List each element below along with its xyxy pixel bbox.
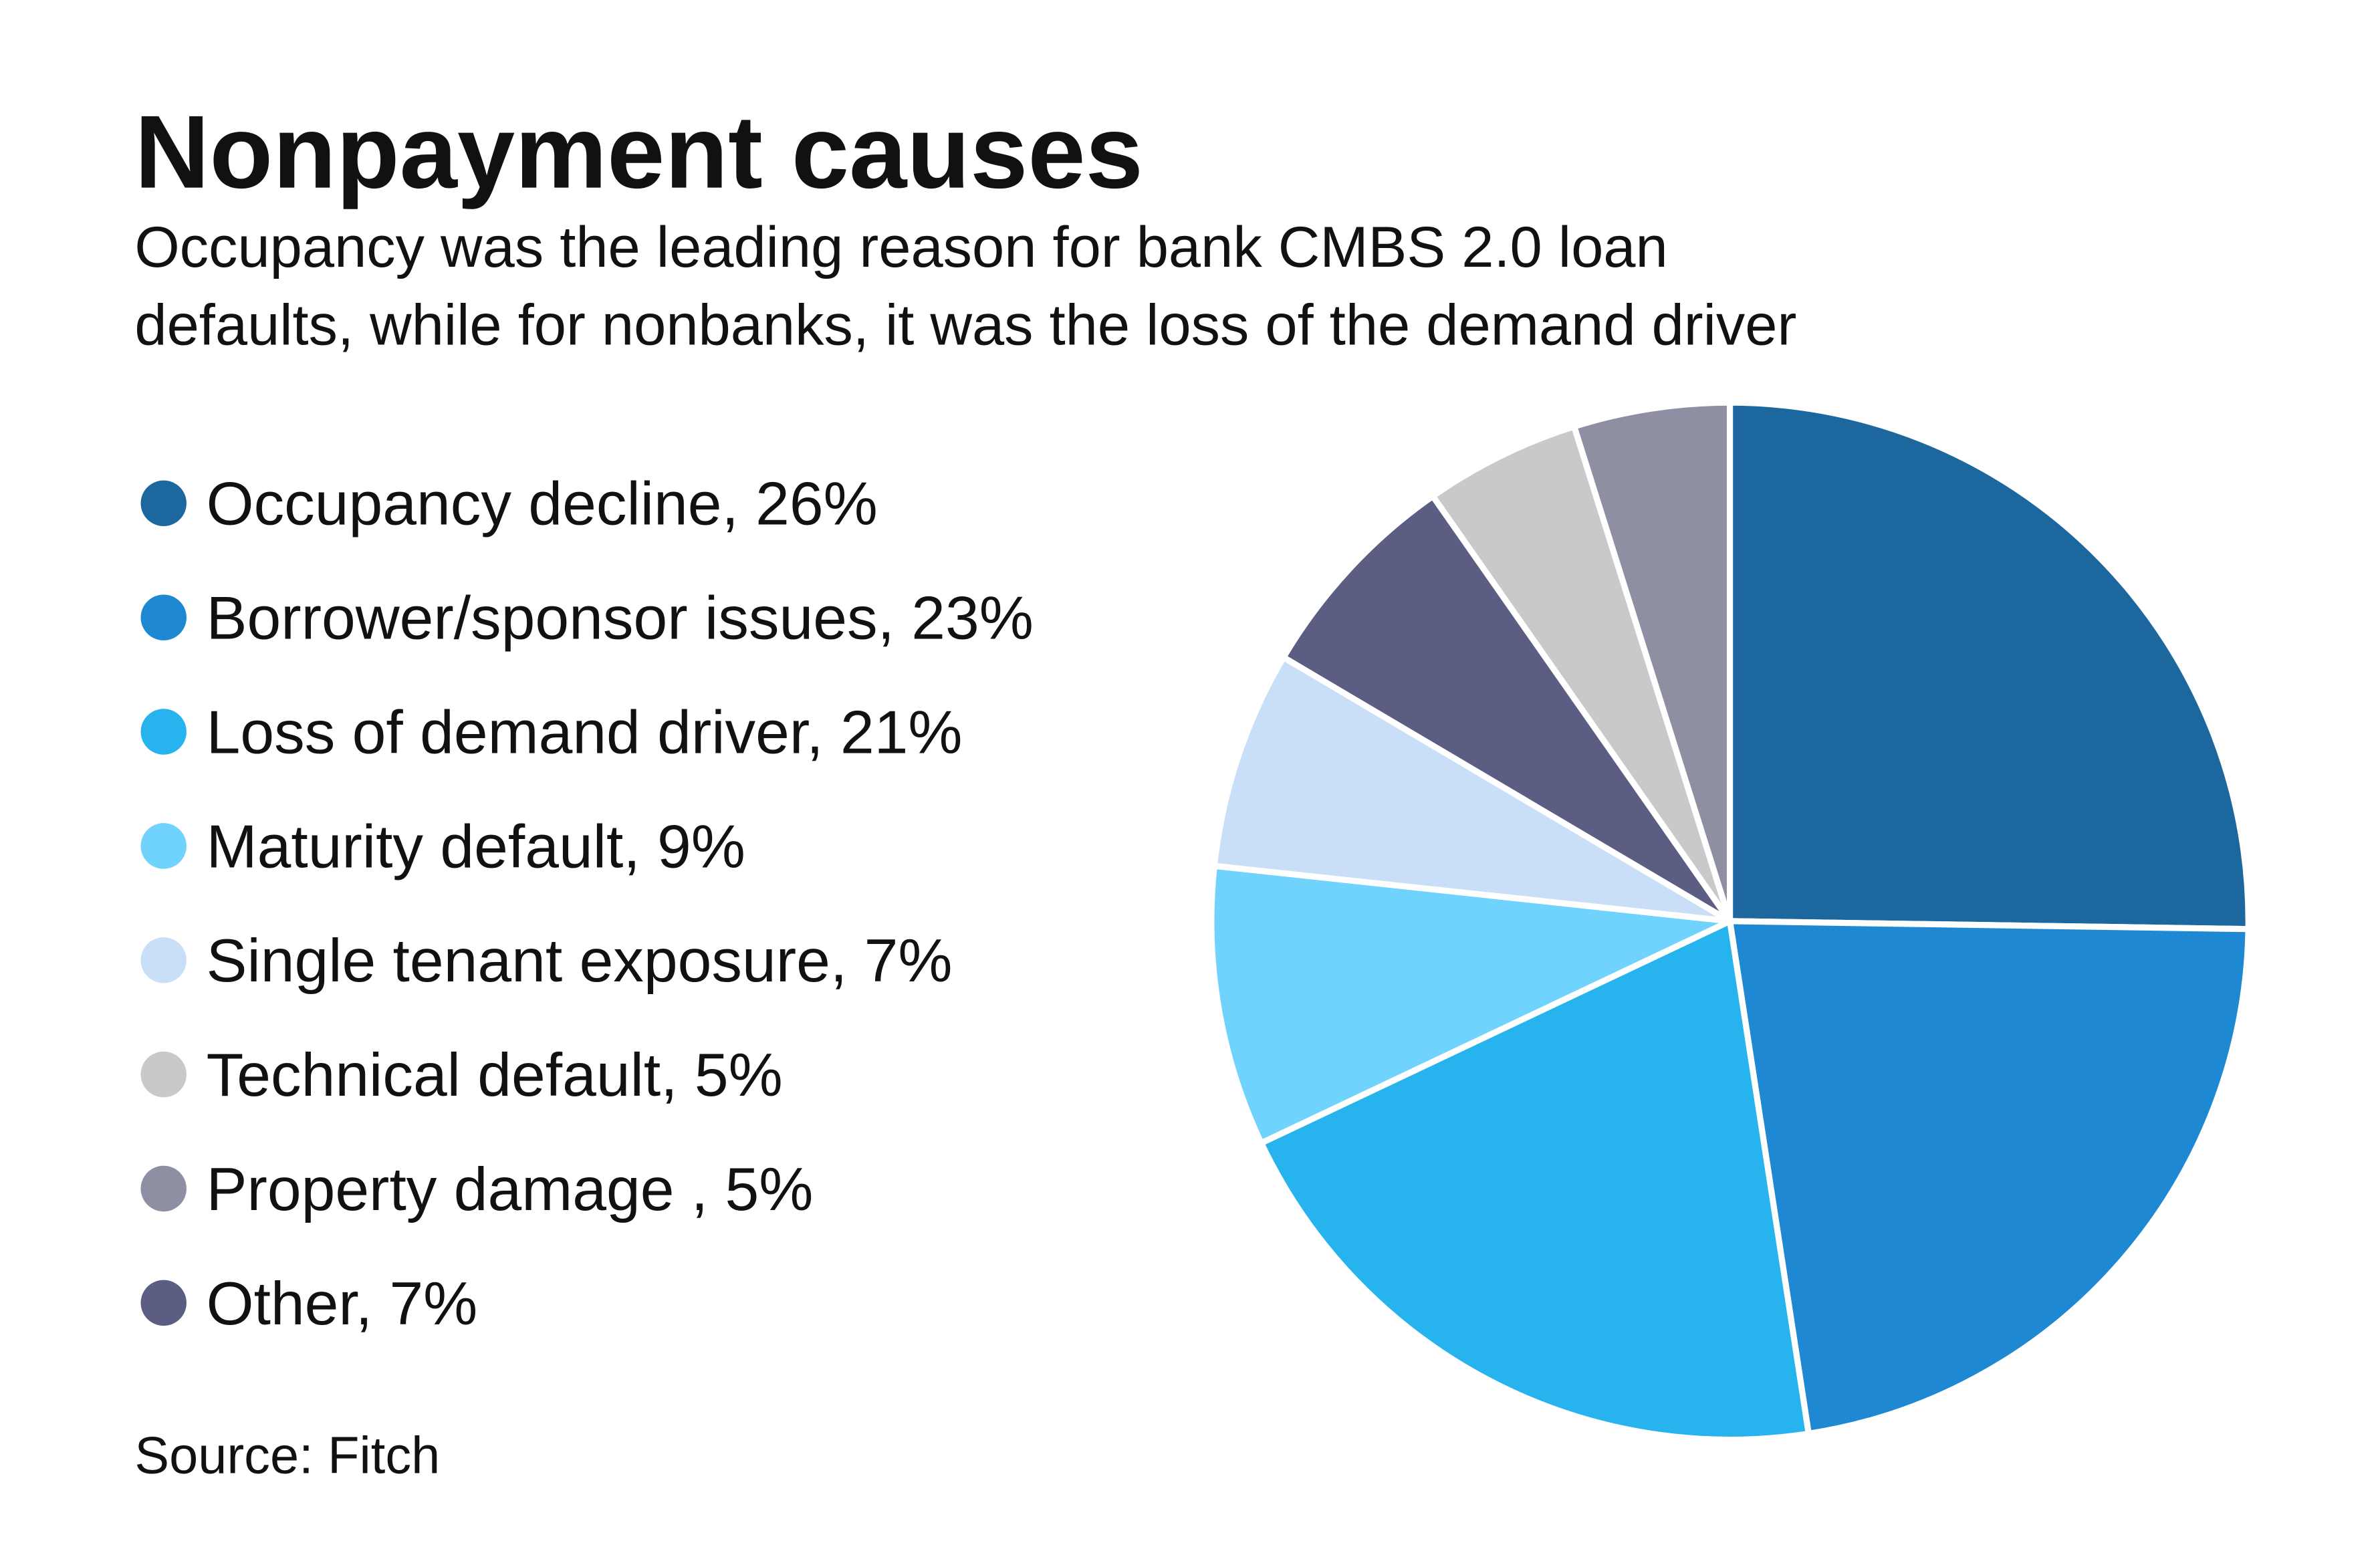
pie-slice: [1208, 862, 1734, 1147]
legend-label: Other, 7%: [207, 1270, 478, 1338]
pie-slice: [1571, 399, 1734, 925]
legend-swatch: [140, 709, 187, 755]
pie-slice: [1280, 493, 1734, 925]
legend-swatch: [140, 823, 187, 869]
legend-swatch: [140, 594, 187, 640]
legend-label: Single tenant exposure, 7%: [207, 927, 953, 995]
pie-slice: [1726, 918, 2252, 1437]
chart-subtitle: Occupancy was the leading reason for ban…: [134, 215, 1667, 279]
pie-slice: [1211, 654, 1734, 925]
legend-swatch: [140, 480, 187, 527]
chart-title: Nonpayment causes: [134, 94, 1143, 210]
legend-swatch: [140, 1280, 187, 1326]
pie-slice: [1726, 399, 2252, 933]
legend: Occupancy decline, 26% Borrower/sponsor i…: [140, 470, 1034, 1338]
legend-label: Technical default, 5%: [207, 1041, 783, 1109]
legend-label: Occupancy decline, 26%: [207, 470, 878, 538]
source-note: Source: Fitch: [134, 1427, 440, 1485]
legend-swatch: [140, 1051, 187, 1098]
legend-label: Maturity default, 9%: [207, 812, 745, 880]
legend-label: Property damage , 5%: [207, 1155, 814, 1223]
legend-label: Loss of demand driver, 21%: [207, 698, 963, 766]
pie: [1208, 399, 2252, 1443]
legend-label: Borrower/sponsor issues, 23%: [207, 584, 1034, 652]
legend-swatch: [140, 1165, 187, 1212]
pie-slice: [1429, 423, 1734, 925]
pie-slice: [1258, 918, 1812, 1443]
legend-swatch: [140, 937, 187, 983]
chart-subtitle: defaults, while for nonbanks, it was the…: [134, 293, 1796, 358]
